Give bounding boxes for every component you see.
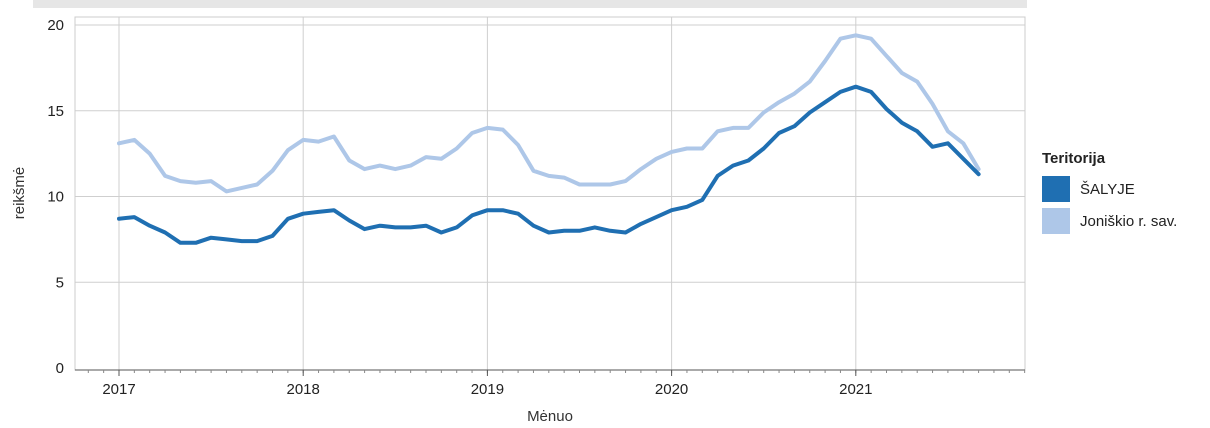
legend-swatch-salyje bbox=[1042, 176, 1070, 202]
series-line-joniskio[interactable] bbox=[117, 33, 981, 194]
y-tick-label: 0 bbox=[56, 360, 64, 377]
plot-frame bbox=[74, 16, 1026, 371]
series-layer bbox=[117, 33, 981, 245]
x-tick-label: 2021 bbox=[839, 381, 872, 398]
legend-label-salyje: ŠALYJE bbox=[1080, 180, 1135, 198]
grid bbox=[75, 17, 1025, 370]
legend-label-joniskio: Joniškio r. sav. bbox=[1080, 212, 1178, 230]
y-axis-title: reikšmė bbox=[11, 167, 28, 220]
legend-item-salyje[interactable]: ŠALYJE bbox=[1042, 173, 1177, 205]
legend: Teritorija ŠALYJE Joniškio r. sav. bbox=[1042, 150, 1177, 237]
top-scroll-bar bbox=[33, 0, 1027, 8]
legend-title: Teritorija bbox=[1042, 150, 1106, 167]
x-tick-label: 2017 bbox=[102, 381, 135, 398]
legend-swatch-joniskio bbox=[1042, 208, 1070, 234]
x-tick-labels: 2017 2018 2019 2020 2021 bbox=[102, 370, 872, 398]
x-tick-label: 2018 bbox=[287, 381, 320, 398]
legend-item-joniskio[interactable]: Joniškio r. sav. bbox=[1042, 205, 1177, 237]
y-tick-label: 5 bbox=[56, 274, 64, 291]
x-tick-label: 2019 bbox=[471, 381, 504, 398]
y-tick-label: 20 bbox=[47, 17, 64, 34]
line-chart: 0 5 10 15 20 2017 2018 2019 2020 2021 Mėnuo reik… bbox=[11, 16, 1026, 425]
x-axis-title: Mėnuo bbox=[527, 408, 573, 425]
x-tick-label: 2020 bbox=[655, 381, 688, 398]
y-tick-label: 10 bbox=[47, 189, 64, 206]
series-line-salyje[interactable] bbox=[117, 84, 981, 245]
y-tick-label: 15 bbox=[47, 103, 64, 120]
y-tick-labels: 0 5 10 15 20 bbox=[47, 17, 64, 377]
